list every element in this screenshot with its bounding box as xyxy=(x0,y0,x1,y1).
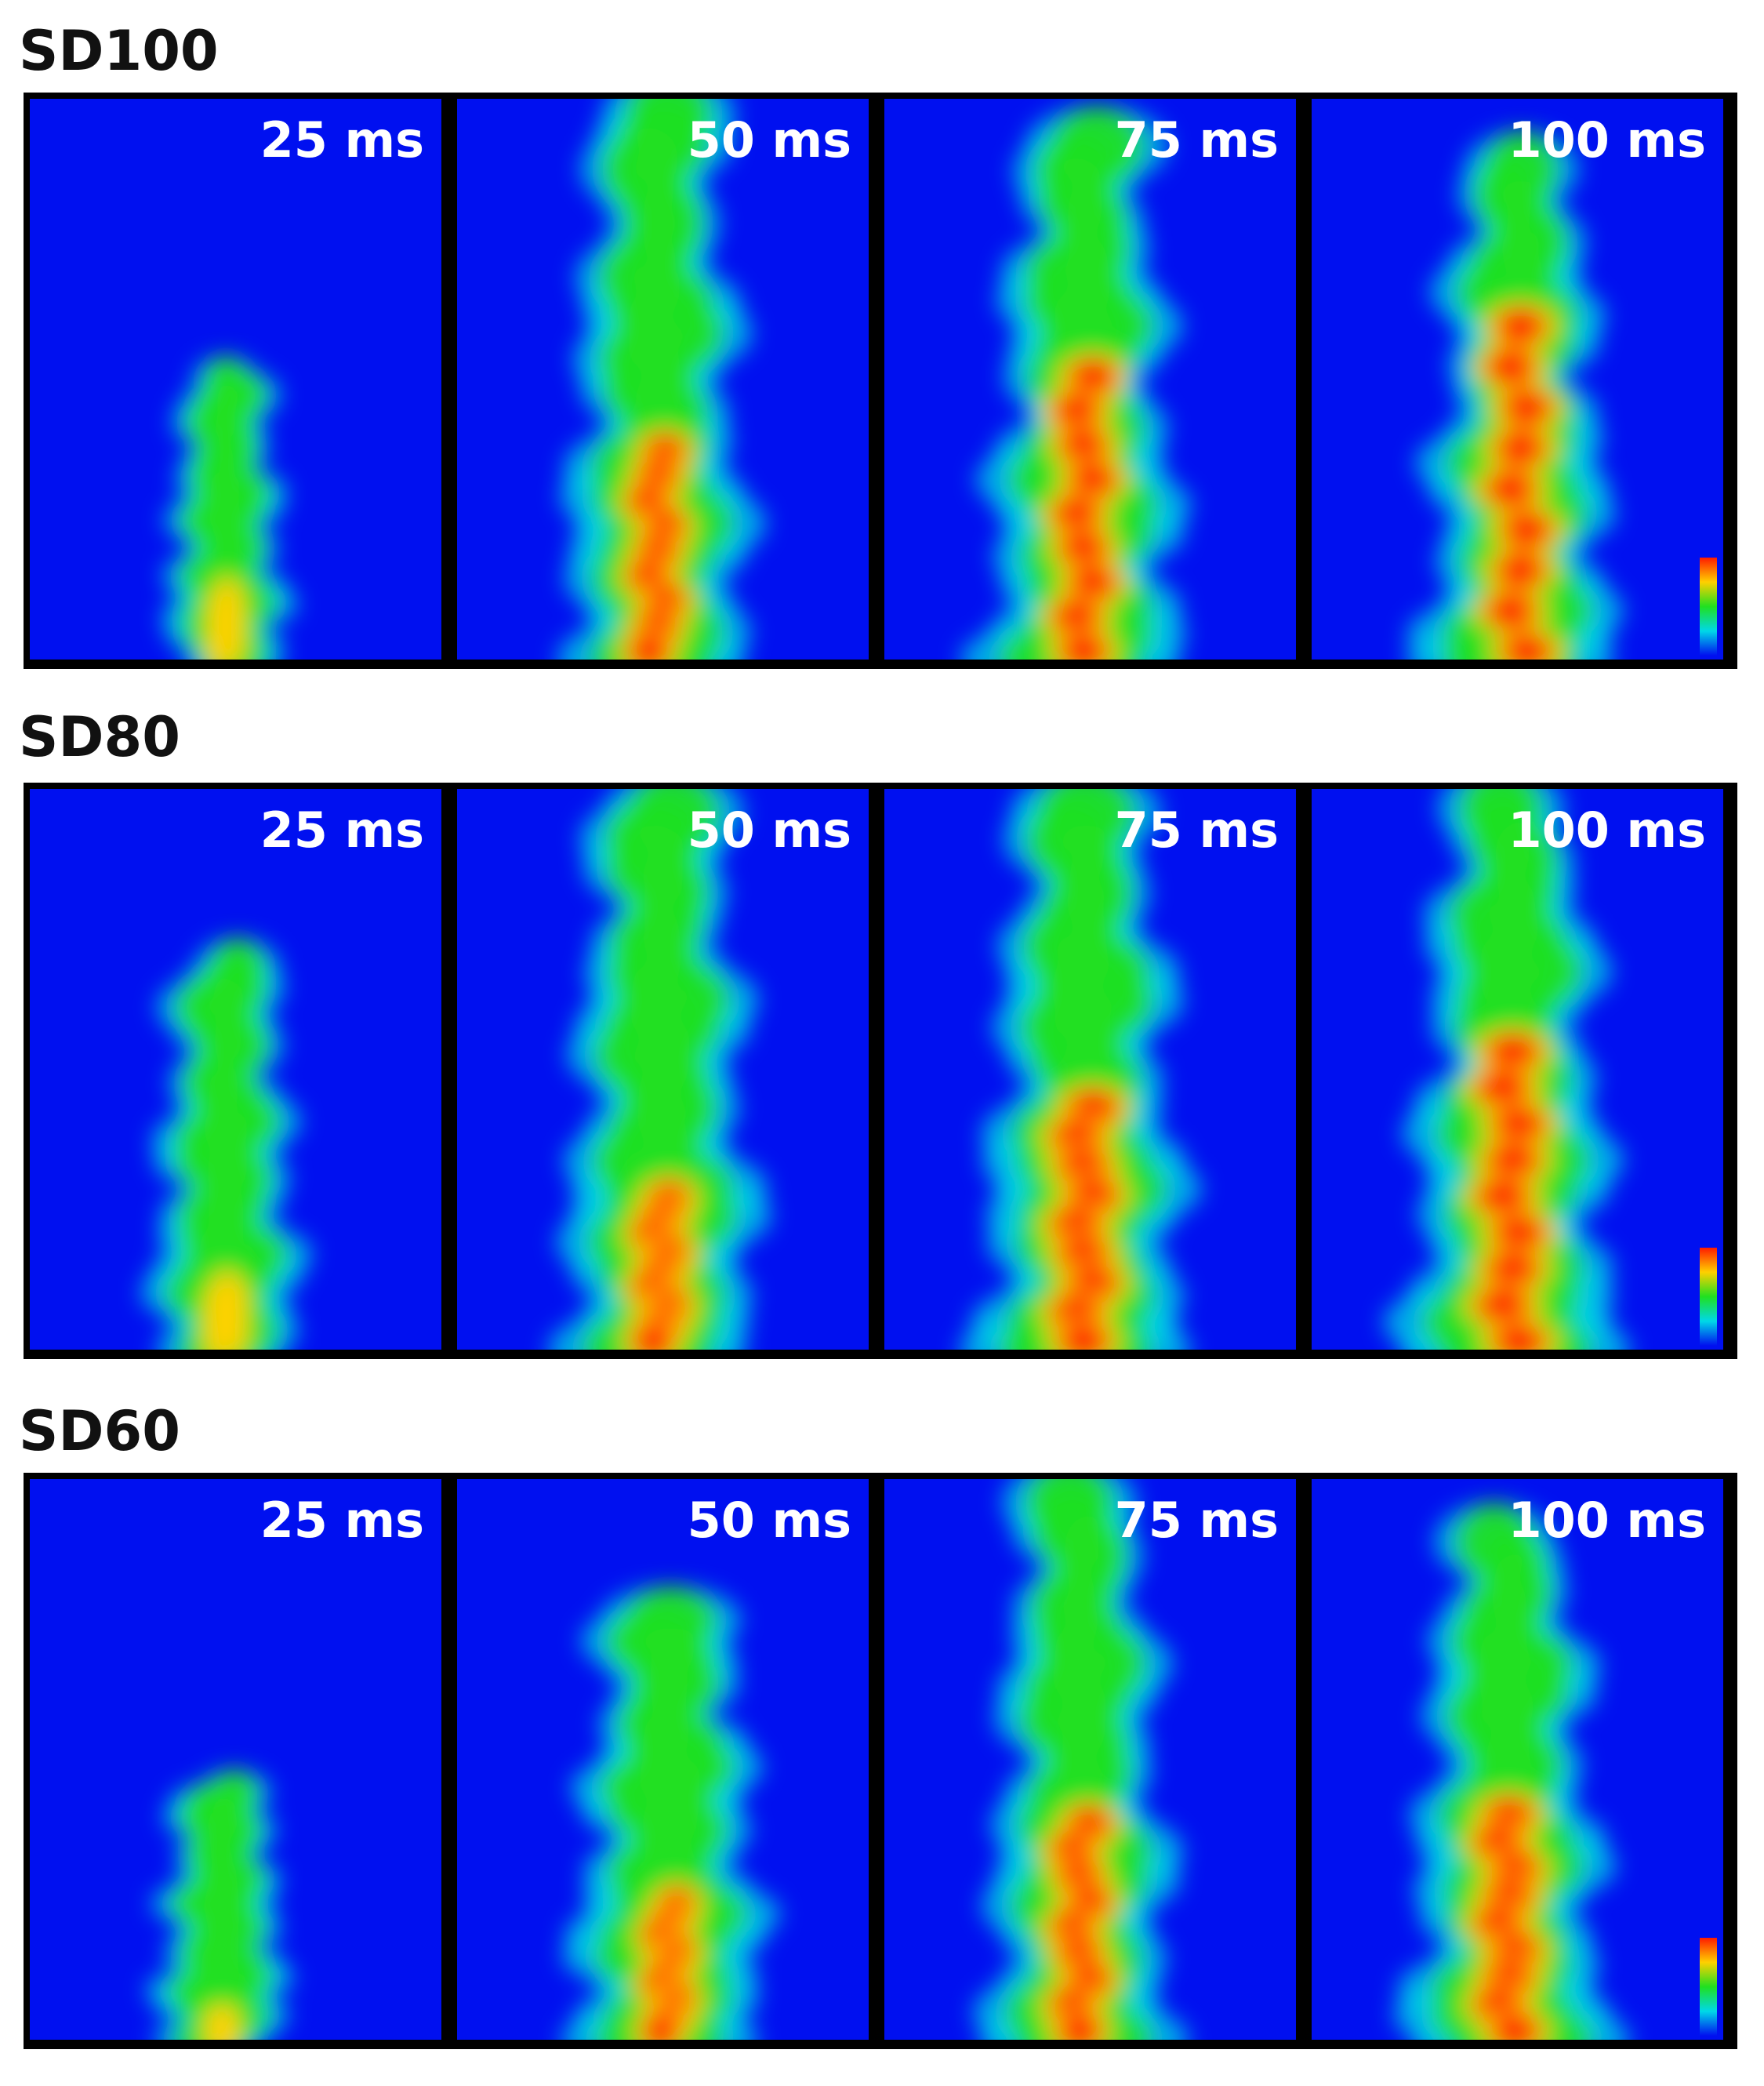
plume-core xyxy=(1476,1069,1530,1107)
row-title-sd100: SD100 xyxy=(19,19,219,83)
plume-core xyxy=(1052,598,1101,637)
panel-sd100-100ms: 100 ms xyxy=(1312,99,1723,660)
plume-core xyxy=(1486,1033,1540,1071)
velocity-colorbar xyxy=(1700,1248,1717,1346)
plume-core xyxy=(1502,633,1552,660)
image-strip-sd100: 25 ms 50 ms 75 ms 100 ms xyxy=(24,93,1737,669)
panel-sd80-50ms: 50 ms xyxy=(457,789,869,1350)
plume-core xyxy=(1476,1178,1530,1216)
time-label: 50 ms xyxy=(687,1492,851,1549)
image-strip-sd80: 25 ms 50 ms 75 ms 100 ms xyxy=(24,783,1737,1359)
panel-sd60-50ms: 50 ms xyxy=(457,1479,869,2040)
plume-core xyxy=(1493,1214,1546,1252)
plume-core xyxy=(1059,427,1108,465)
plume-core xyxy=(1496,307,1546,345)
plume-core xyxy=(1486,592,1536,631)
velocity-heatmap xyxy=(457,99,869,660)
velocity-heatmap xyxy=(884,1479,1296,2040)
plume-core xyxy=(220,2008,239,2040)
panel-sd80-100ms: 100 ms xyxy=(1312,789,1723,1350)
plume-core xyxy=(204,2008,223,2040)
plume-core xyxy=(1058,1323,1109,1350)
plume-core xyxy=(1052,495,1101,533)
plume-core xyxy=(202,1318,232,1350)
time-label: 75 ms xyxy=(1114,801,1279,859)
plume-core xyxy=(628,633,670,660)
image-strip-sd60: 25 ms 50 ms 75 ms 100 ms xyxy=(24,1473,1737,2049)
plume-core xyxy=(1492,1105,1546,1143)
panel-sd100-75ms: 75 ms xyxy=(884,99,1296,660)
plume-core xyxy=(1069,564,1117,602)
velocity-heatmap xyxy=(884,789,1296,1350)
plume-core xyxy=(1059,529,1108,568)
time-label: 50 ms xyxy=(687,111,851,169)
plume-core xyxy=(1060,633,1108,660)
panel-sd60-75ms: 75 ms xyxy=(884,1479,1296,2040)
velocity-heatmap xyxy=(1312,789,1723,1350)
time-label: 100 ms xyxy=(1508,111,1706,169)
row-title-sd60: SD60 xyxy=(19,1399,180,1463)
time-label: 25 ms xyxy=(260,1492,424,1549)
plume-core xyxy=(1069,461,1117,500)
plume-core xyxy=(1486,470,1536,508)
panel-sd100-25ms: 25 ms xyxy=(30,99,441,660)
time-label: 75 ms xyxy=(1114,111,1279,169)
velocity-heatmap xyxy=(457,1479,869,2040)
plume-core xyxy=(1501,388,1552,427)
velocity-heatmap xyxy=(30,99,441,660)
time-label: 100 ms xyxy=(1508,1492,1706,1549)
velocity-heatmap xyxy=(884,99,1296,660)
time-label: 75 ms xyxy=(1114,1492,1279,1549)
time-label: 100 ms xyxy=(1508,801,1706,859)
time-label: 50 ms xyxy=(687,801,851,859)
panel-sd60-100ms: 100 ms xyxy=(1312,1479,1723,2040)
panel-sd80-25ms: 25 ms xyxy=(30,789,441,1350)
plume-core xyxy=(1052,392,1101,431)
plume-core xyxy=(642,2013,679,2040)
plume-core xyxy=(1501,511,1552,549)
plume-core xyxy=(1486,1250,1539,1288)
plume-core xyxy=(1486,347,1536,386)
plume-core xyxy=(632,1323,673,1350)
velocity-heatmap xyxy=(457,789,869,1350)
time-label: 25 ms xyxy=(260,111,424,169)
velocity-colorbar xyxy=(1700,558,1717,656)
velocity-heatmap xyxy=(30,789,441,1350)
velocity-heatmap xyxy=(1312,1479,1723,2040)
panel-sd100-50ms: 50 ms xyxy=(457,99,869,660)
plume-core xyxy=(1495,429,1546,467)
time-label: 25 ms xyxy=(260,801,424,859)
plume-core xyxy=(1493,1323,1546,1350)
panel-sd60-25ms: 25 ms xyxy=(30,1479,441,2040)
plume-core xyxy=(1069,358,1117,396)
velocity-heatmap xyxy=(30,1479,441,2040)
plume-core xyxy=(1491,2013,1540,2040)
plume-core xyxy=(1058,2013,1102,2040)
plume-core xyxy=(1486,1142,1540,1180)
plume-core xyxy=(1476,1286,1530,1325)
row-title-sd80: SD80 xyxy=(19,705,180,769)
plume-core xyxy=(205,628,229,660)
plume-core xyxy=(1495,551,1545,590)
velocity-colorbar xyxy=(1700,1938,1717,2036)
panel-sd80-75ms: 75 ms xyxy=(884,789,1296,1350)
velocity-heatmap xyxy=(1312,99,1723,660)
